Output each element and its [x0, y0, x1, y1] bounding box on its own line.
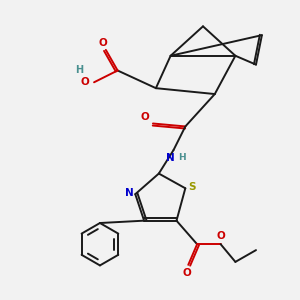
Text: S: S [188, 182, 196, 192]
Text: O: O [80, 77, 89, 87]
Text: O: O [182, 268, 191, 278]
Text: N: N [166, 153, 175, 163]
Text: N: N [125, 188, 134, 198]
Text: O: O [216, 231, 225, 241]
Text: O: O [98, 38, 107, 48]
Text: H: H [75, 65, 83, 76]
Text: H: H [178, 153, 186, 162]
Text: O: O [141, 112, 149, 122]
